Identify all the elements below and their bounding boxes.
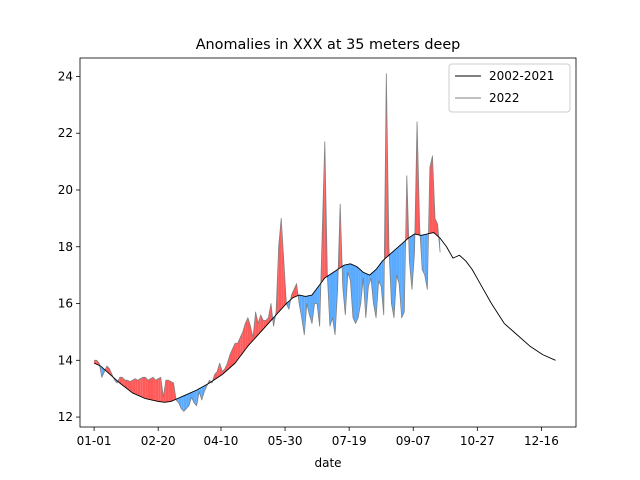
anomaly-below-segment	[317, 284, 320, 327]
y-tick-label: 24	[58, 69, 73, 83]
anomaly-above-segment	[281, 218, 284, 310]
y-tick-label: 20	[58, 183, 73, 197]
anomaly-below-segment	[186, 393, 189, 409]
anomaly-above-segment	[145, 377, 148, 400]
anomaly-below-segment	[422, 234, 425, 276]
series-line-2022	[94, 73, 441, 412]
anomaly-below-segment	[101, 367, 105, 378]
y-tick-label: 16	[58, 297, 73, 311]
anomaly-below-segment	[352, 264, 356, 324]
x-tick-label: 09-07	[396, 434, 431, 448]
anomaly-below-segment	[301, 295, 305, 335]
anomaly-above-segment	[171, 381, 174, 402]
x-tick-label: 05-30	[268, 434, 303, 448]
anomaly-above-segment	[124, 380, 128, 389]
anomaly-below-segment	[191, 391, 195, 403]
x-axis-label: date	[314, 456, 341, 470]
legend: 2002-2021 2022	[448, 63, 571, 113]
plot-marks	[93, 73, 556, 412]
anomaly-below-segment	[178, 396, 182, 409]
anomaly-above-segment	[132, 378, 136, 395]
anomaly-below-segment	[381, 259, 384, 315]
anomaly-above-segment	[429, 155, 433, 234]
anomaly-above-segment	[165, 380, 169, 403]
chart-title: Anomalies in XXX at 35 meters deep	[196, 37, 461, 53]
x-tick-label: 02-20	[141, 434, 176, 448]
anomaly-above-segment	[294, 283, 297, 298]
anomaly-below-segment	[183, 394, 187, 412]
anomaly-above-segment	[235, 343, 238, 364]
anomaly-above-segment	[140, 377, 143, 398]
series-line-climatology	[93, 232, 556, 403]
plot-frame	[79, 57, 577, 428]
anomaly-below-segment	[409, 235, 412, 290]
legend-label-climatology: 2002-2021	[489, 69, 554, 83]
anomaly-above-segment	[168, 380, 171, 402]
anomaly-below-segment	[306, 295, 310, 315]
x-tick-label: 01-01	[77, 434, 112, 448]
anomaly-below-segment	[391, 250, 395, 318]
anomaly-below-segment	[394, 248, 397, 318]
anomaly-above-segment	[158, 377, 161, 402]
y-tick-label: 22	[58, 126, 73, 140]
anomaly-above-segment	[237, 337, 241, 360]
y-axis: 12 14 16 18 20 22 24	[58, 69, 80, 424]
anomaly-above-segment	[137, 378, 141, 397]
anomaly-above-segment	[147, 378, 151, 400]
y-tick-label: 18	[58, 240, 73, 254]
x-tick-label: 12-16	[524, 434, 559, 448]
anomaly-above-segment	[227, 354, 230, 370]
anomaly-above-segment	[217, 363, 220, 378]
anomaly-below-segment	[424, 233, 428, 290]
anomaly-below-segment	[401, 241, 405, 318]
x-tick-label: 04-10	[204, 434, 239, 448]
anomaly-below-segment	[378, 262, 382, 287]
anomaly-above-segment	[129, 380, 133, 393]
anomaly-above-segment	[245, 317, 248, 350]
x-axis: 01-01 02-20 04-10 05-30 07-19 09-07 10-27 12-16	[77, 427, 559, 448]
anomaly-above-segment	[240, 331, 243, 357]
anomaly-below-segment	[342, 264, 346, 315]
anomaly-above-segment	[258, 314, 261, 335]
anomaly-above-segment	[150, 377, 154, 401]
anomaly-above-segment	[255, 312, 259, 338]
legend-label-2022: 2022	[489, 91, 520, 105]
anomaly-above-segment	[214, 371, 218, 380]
anomaly-above-segment	[153, 377, 156, 401]
anomaly-above-segment	[222, 368, 225, 375]
anomaly-above-segment	[135, 378, 138, 396]
anomaly-above-segment	[263, 320, 266, 330]
anomaly-above-segment	[260, 314, 264, 332]
anomaly-above-segment	[127, 380, 130, 391]
anomaly-below-segment	[355, 266, 359, 324]
y-tick-label: 12	[58, 410, 73, 424]
anomaly-below-segment	[194, 390, 197, 406]
anomaly-below-segment	[314, 288, 318, 304]
anomaly-below-segment	[347, 263, 351, 281]
anomaly-below-segment	[181, 395, 184, 412]
anomaly-above-segment	[142, 377, 146, 399]
x-tick-label: 10-27	[460, 434, 495, 448]
anomaly-below-segment	[396, 246, 400, 284]
anomaly-above-segment	[291, 289, 295, 299]
anomaly-below-segment	[201, 385, 205, 401]
anomaly-below-segment	[332, 271, 336, 335]
anomaly-above-segment	[232, 343, 236, 366]
anomaly-below-segment	[399, 243, 402, 318]
anomaly-above-segment	[155, 378, 159, 402]
anomaly-below-segment	[329, 272, 333, 327]
x-tick-label: 07-19	[332, 434, 367, 448]
y-tick-label: 14	[58, 353, 73, 367]
